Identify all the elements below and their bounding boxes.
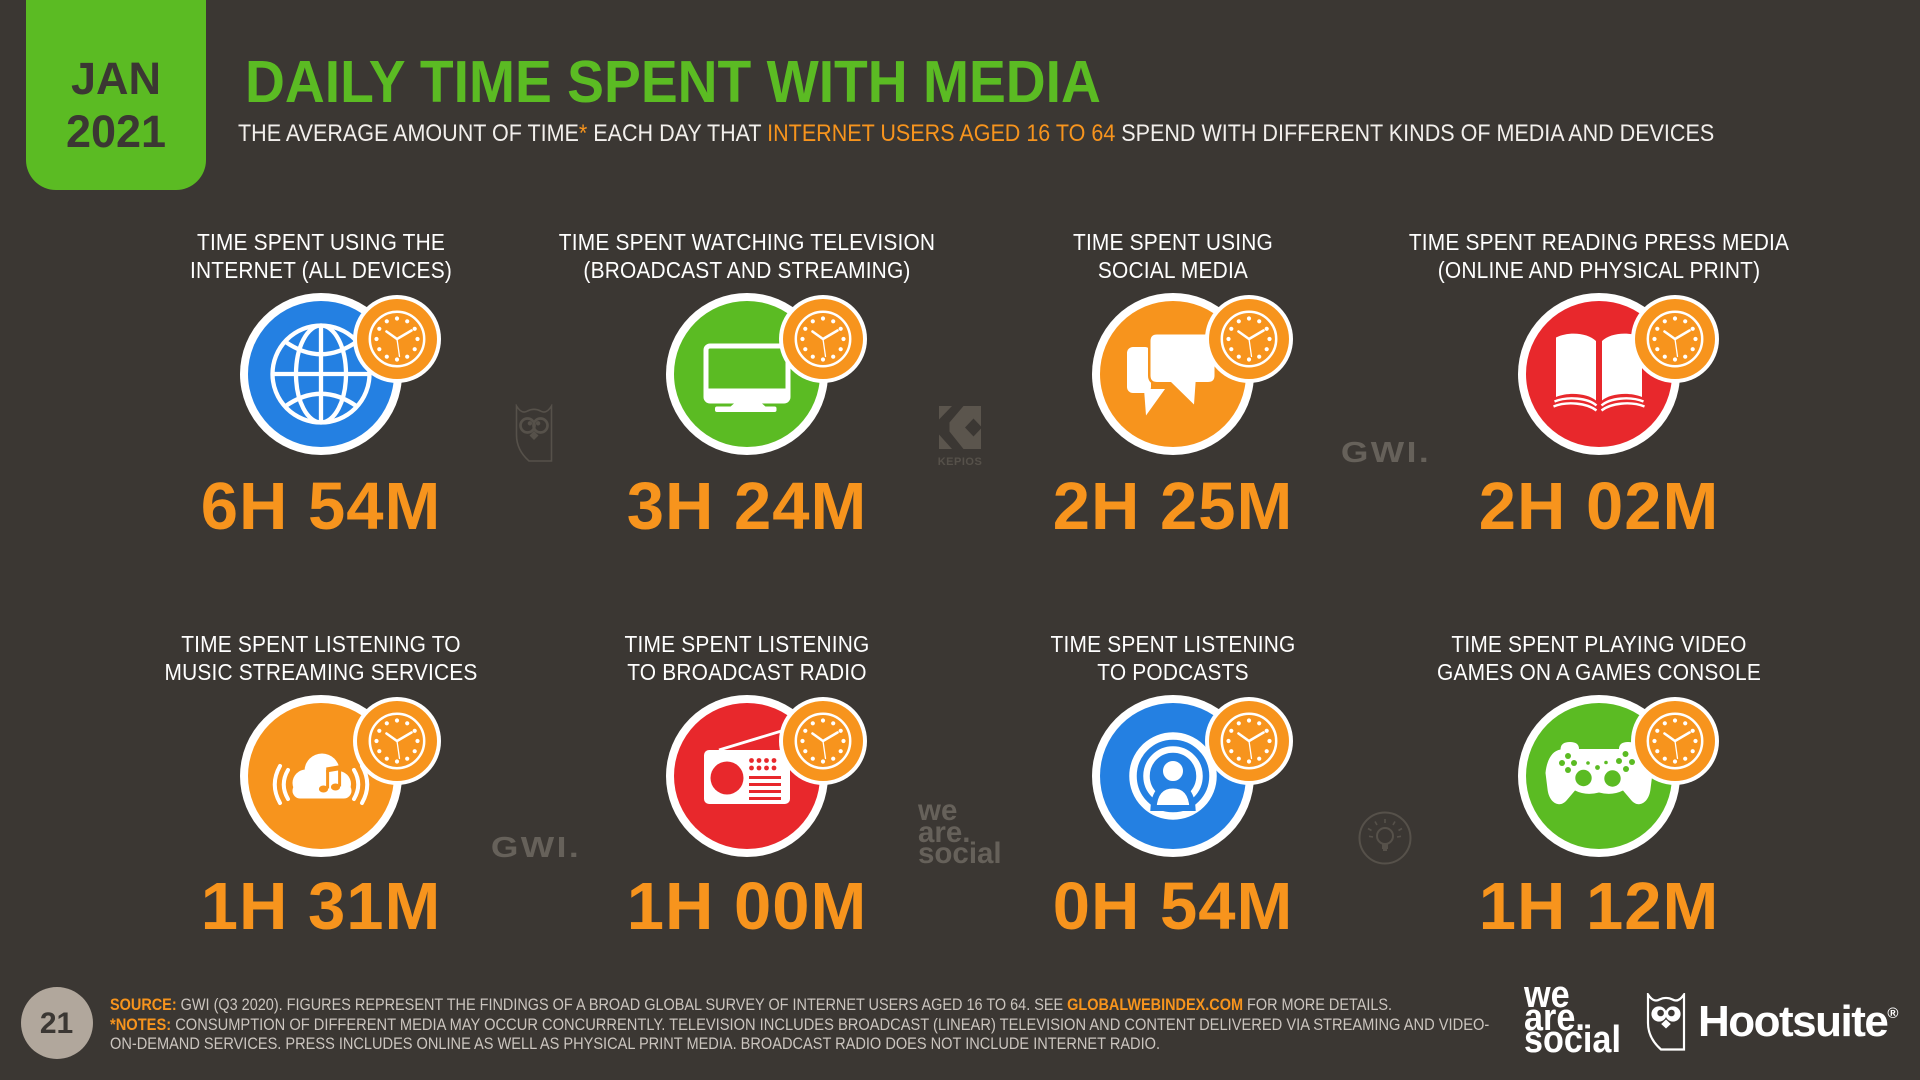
svg-text:KEPIOS: KEPIOS (938, 456, 982, 467)
